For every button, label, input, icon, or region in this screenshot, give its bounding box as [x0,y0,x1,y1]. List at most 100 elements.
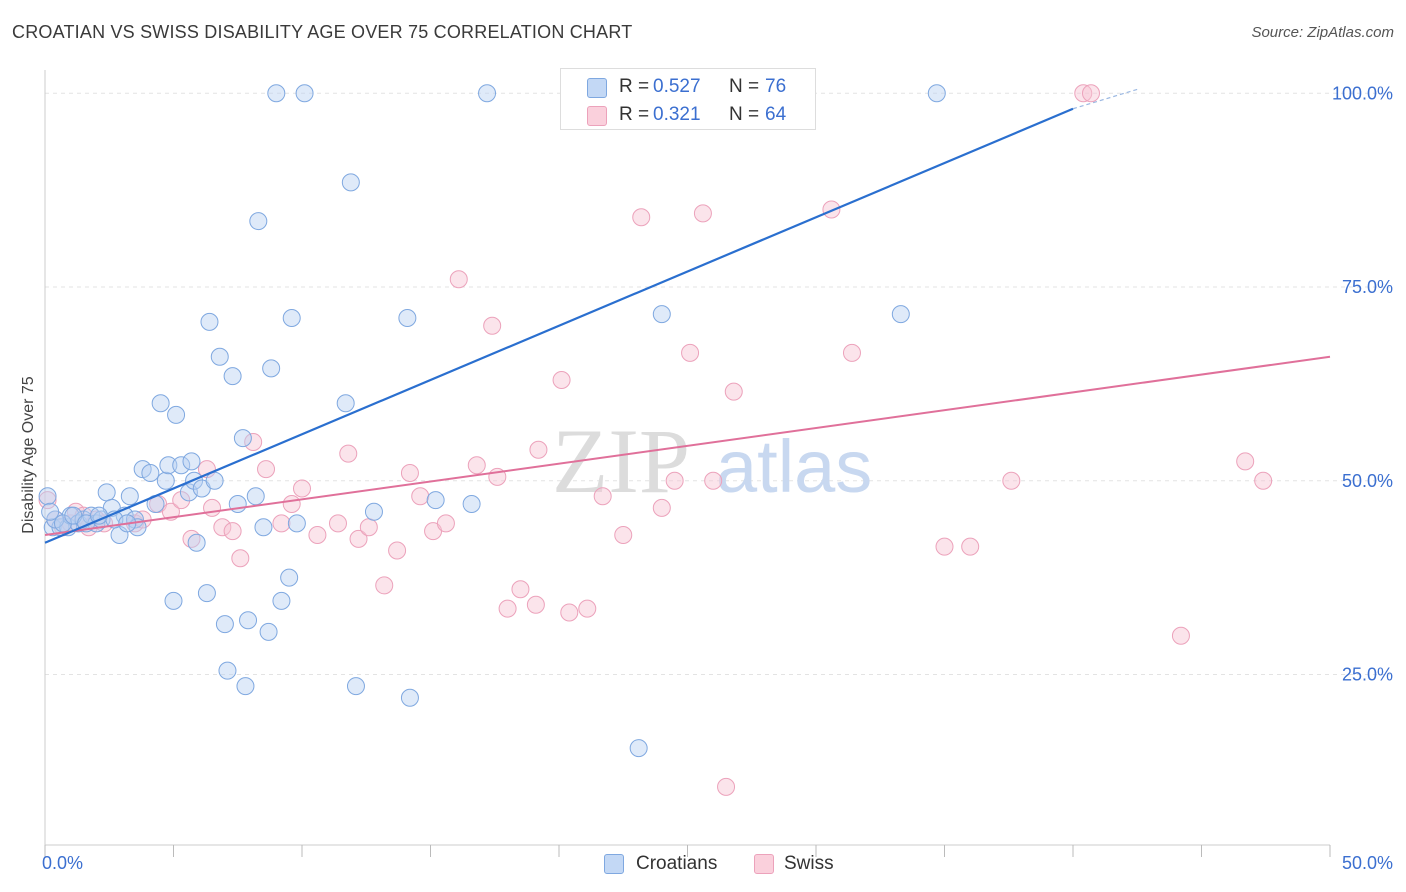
croatian-point [159,456,178,475]
swiss-point [614,526,633,544]
swiss-r-label: R = [619,104,650,125]
swiss-point [257,460,276,479]
croatian-point [223,367,242,386]
swiss-point [349,529,368,548]
swiss-point [400,464,419,482]
swiss-point [467,456,486,475]
swiss-point [203,498,222,517]
croatian-point [236,677,255,696]
axes [44,70,1331,857]
swiss-point [511,580,530,599]
swiss-point [308,526,327,544]
swiss-point [717,777,736,796]
croatian-point [164,591,183,610]
croatian-point [282,309,301,327]
swiss-point [1074,84,1093,103]
swiss-point [593,487,612,506]
croatian-point [167,405,186,424]
swiss-point [961,537,980,556]
swiss-point [704,471,723,490]
croatian-point [272,591,291,610]
bottom-swiss-label: Swiss [784,853,834,874]
swiss-point [272,514,291,533]
croatian-point [336,394,355,413]
croatian-point [200,312,219,331]
swiss-point [693,204,712,223]
tick-labels: 25.0% 50.0% 75.0% 100.0% 0.0% 50.0% [42,83,1393,873]
croatian-point [478,84,497,103]
swiss-point [632,208,651,227]
swiss-point [1002,471,1021,490]
croatian-point [462,495,481,513]
swiss-point [449,270,468,289]
chart-title: CROATIAN VS SWISS DISABILITY AGE OVER 75… [12,22,633,42]
croatians-r-label: R = [619,76,650,97]
croatians-r-value: 0.527 [653,76,701,97]
trend-lines [44,88,1331,544]
swiss-point [526,595,545,614]
y-tick-label: 50.0% [1342,471,1393,491]
croatian-point [254,518,273,537]
croatian-point [141,464,160,482]
croatian-point [151,394,170,413]
croatian-point [41,502,60,521]
swiss-swatch [587,106,607,126]
swiss-point [388,541,407,560]
x-tick-label: 50.0% [1342,853,1393,873]
croatians-n-label: N = [729,76,760,97]
swiss-point [560,603,579,622]
croatian-point [280,568,299,587]
y-tick-label: 100.0% [1332,83,1393,103]
bottom-croatians-label: Croatians [636,853,718,874]
y-axis-label: Disability Age Over 75 [20,376,37,534]
swiss-n-label: N = [729,104,760,125]
croatian-point [120,487,139,506]
swiss-point [665,471,684,490]
legend-row-swiss: R = 0.321 N = 64 [561,100,815,128]
swiss-trend-line [44,355,1331,536]
croatian-point [246,487,265,506]
croatian-point [259,622,278,641]
croatian-point [267,84,286,103]
y-tick-label: 25.0% [1342,665,1393,685]
croatian-point [262,359,281,378]
croatian-point [210,347,229,366]
swiss-point [38,491,57,510]
swiss-point [223,522,242,541]
watermark-atlas: atlas [716,425,872,508]
swiss-point [1081,84,1100,103]
series-swiss-points [38,84,1273,796]
croatian-point [364,502,383,521]
swiss-point [359,518,378,537]
swiss-n-value: 64 [765,104,787,125]
legend-row-croatians: R = 0.527 N = 76 [561,72,815,100]
croatian-point [187,533,206,552]
swiss-point [1236,452,1255,471]
croatian-point [652,305,671,324]
croatian-point [629,739,648,758]
croatians-n-value: 76 [765,76,787,97]
croatian-point [891,305,910,324]
croatian-point [249,212,268,231]
grid-lines [45,92,1390,675]
croatian-point [398,309,417,327]
swiss-point [529,440,548,459]
swiss-point [293,479,311,498]
swiss-r-value: 0.321 [653,104,701,125]
swiss-point [172,491,191,510]
croatian-point [233,429,252,448]
croatian-point [197,584,216,603]
croatian-point [400,688,419,707]
swiss-point [339,444,358,463]
croatian-point [341,173,360,192]
swiss-point [483,316,502,335]
croatian-point [38,487,57,506]
swiss-point [1254,471,1273,490]
swiss-point [244,433,263,451]
bottom-swiss-swatch [754,854,774,874]
swiss-point [213,518,232,537]
swiss-point [328,514,347,533]
swiss-point [842,343,861,362]
croatian-point [426,491,445,510]
